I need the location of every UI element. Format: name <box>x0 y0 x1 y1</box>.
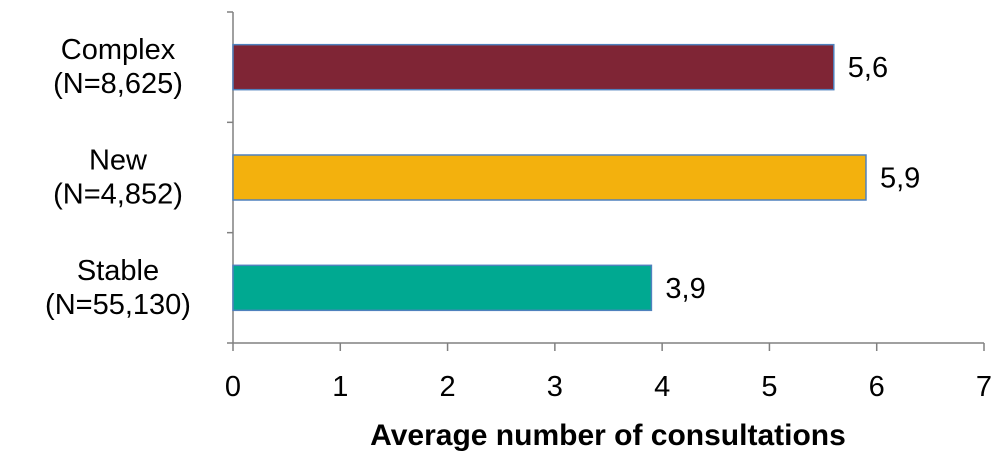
category-label: New <box>89 145 148 177</box>
x-tick-label: 5 <box>761 371 777 403</box>
category-label: Complex <box>61 34 176 66</box>
category-count-label: (N=55,130) <box>45 289 191 321</box>
bar <box>233 45 834 90</box>
x-tick-label: 2 <box>440 371 456 403</box>
bar <box>233 155 866 200</box>
x-tick-label: 1 <box>332 371 348 403</box>
x-tick-label: 7 <box>976 371 992 403</box>
data-label: 5,9 <box>880 163 920 195</box>
bar <box>233 265 651 310</box>
chart-bars <box>233 45 866 311</box>
data-label: 5,6 <box>848 52 888 84</box>
x-tick-label: 4 <box>654 371 670 403</box>
category-count-label: (N=8,625) <box>53 68 183 100</box>
category-label: Stable <box>77 255 159 287</box>
x-tick-label: 0 <box>225 371 241 403</box>
x-axis-title: Average number of consultations <box>370 419 846 452</box>
x-tick-label: 6 <box>869 371 885 403</box>
data-label: 3,9 <box>665 273 705 305</box>
x-tick-label: 3 <box>547 371 563 403</box>
category-count-label: (N=4,852) <box>53 179 183 211</box>
